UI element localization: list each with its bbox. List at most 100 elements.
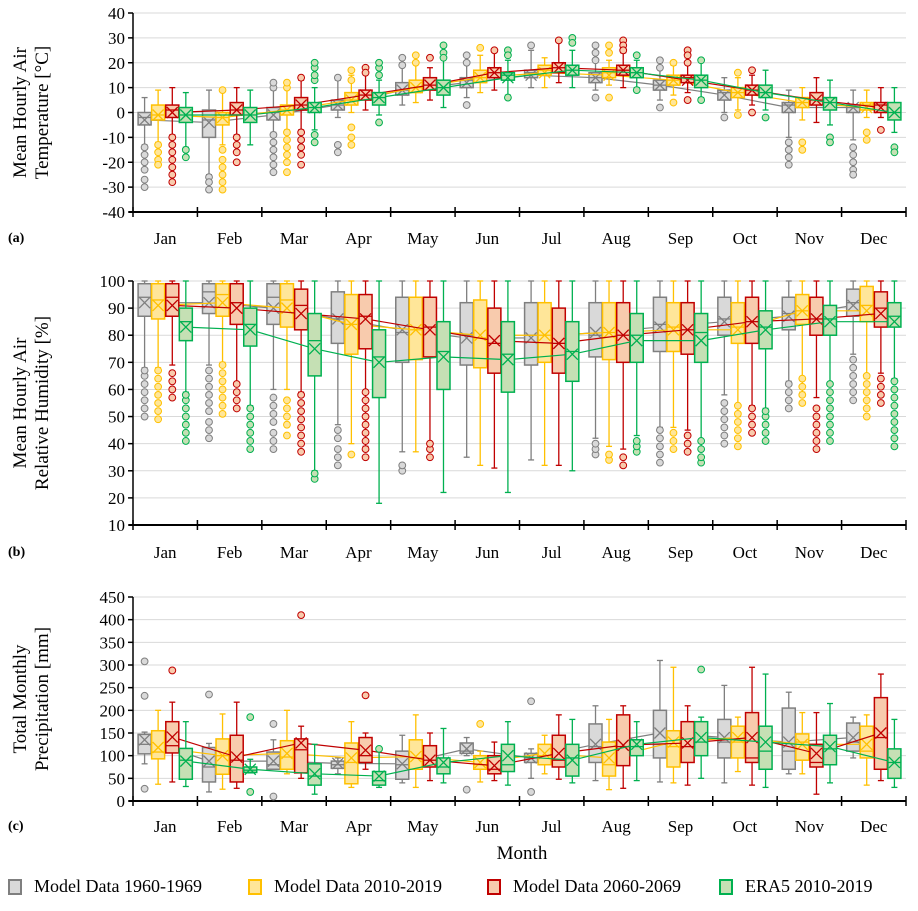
box	[487, 46, 502, 91]
box	[500, 46, 516, 102]
mean-marker	[552, 337, 565, 350]
box	[229, 701, 244, 789]
outlier-point	[656, 434, 664, 443]
outlier-point	[361, 68, 370, 77]
box	[293, 73, 309, 169]
y-tick-label: 30	[108, 29, 125, 48]
outlier-point	[784, 153, 793, 162]
mean-marker	[681, 323, 694, 336]
mean-marker	[460, 742, 473, 755]
mean-marker	[331, 312, 344, 325]
outlier-point	[283, 168, 291, 177]
outlier-point	[426, 53, 434, 62]
outlier-point	[733, 418, 742, 426]
outlier-point	[205, 390, 213, 399]
box-iqr	[822, 96, 838, 111]
outlier-point	[347, 76, 356, 85]
box	[293, 280, 309, 456]
outlier-point	[476, 43, 485, 52]
outlier-point	[697, 96, 706, 104]
mean-marker	[230, 104, 243, 116]
box	[873, 673, 889, 782]
outlier-point	[283, 135, 291, 144]
box	[178, 280, 194, 445]
box-iqr	[887, 748, 902, 780]
outlier-point	[748, 420, 756, 429]
legend-label-1960: Model Data 1960-1969	[34, 876, 202, 896]
mean-marker	[667, 323, 680, 336]
mean-marker	[488, 334, 501, 347]
outlier-point	[720, 423, 729, 432]
outlier-point	[297, 128, 306, 137]
outlier-point	[683, 96, 692, 104]
x-tick-label: Sep	[668, 543, 694, 562]
mean-marker	[501, 353, 514, 366]
box-iqr	[178, 307, 194, 342]
outlier-point	[333, 434, 342, 443]
mean-marker	[782, 101, 795, 114]
box-iqr	[887, 301, 902, 328]
outlier-point	[812, 412, 821, 421]
outlier-point	[462, 58, 471, 67]
mean-marker	[538, 329, 551, 342]
outlier-point	[269, 168, 278, 177]
outlier-point	[656, 426, 664, 435]
outlier-point	[748, 66, 756, 75]
outlier-point	[748, 412, 756, 421]
outlier-point	[205, 374, 213, 383]
outlier-point	[619, 461, 628, 470]
box	[565, 280, 580, 472]
box	[859, 89, 874, 144]
box	[371, 58, 387, 127]
outlier-point	[656, 450, 664, 459]
mean-marker	[244, 763, 257, 776]
mean-marker	[166, 731, 179, 744]
box	[717, 684, 732, 784]
outlier-point	[232, 388, 241, 397]
series-1	[150, 280, 874, 467]
box-iqr	[293, 738, 309, 774]
mean-marker	[746, 315, 759, 328]
box-iqr	[358, 293, 373, 350]
outlier-point	[140, 366, 149, 375]
outlier-point	[591, 56, 600, 65]
box-iqr	[693, 74, 709, 89]
outlier-point	[310, 71, 319, 80]
outlier-point	[181, 412, 190, 421]
outlier-point	[862, 412, 871, 421]
outlier-point	[733, 434, 742, 443]
outlier-point	[361, 388, 370, 397]
x-tick-label: Oct	[733, 817, 758, 836]
legend-swatch-1960	[8, 878, 22, 895]
box-iqr	[229, 734, 244, 783]
mean-marker	[437, 756, 450, 769]
mean-marker	[759, 86, 772, 99]
box	[229, 280, 244, 413]
outlier-point	[246, 713, 255, 722]
box	[307, 743, 322, 795]
outlier-point	[761, 113, 770, 122]
outlier-point	[669, 428, 678, 437]
box	[307, 280, 322, 483]
box	[565, 33, 580, 89]
box-iqr	[279, 739, 295, 771]
outlier-point	[168, 163, 177, 172]
mean-marker	[667, 736, 680, 749]
outlier-point	[733, 111, 742, 119]
legend-swatch-2060	[487, 878, 501, 895]
outlier-point	[375, 744, 383, 753]
outlier-point	[297, 423, 306, 432]
outlier-point	[733, 401, 742, 410]
outlier-point	[218, 86, 227, 95]
box	[165, 666, 180, 783]
box-iqr	[693, 312, 709, 364]
mean-marker	[166, 106, 179, 119]
box-iqr	[266, 106, 281, 121]
outlier-point	[849, 170, 858, 179]
outlier-point	[218, 185, 227, 194]
box	[781, 691, 797, 775]
series-3	[178, 665, 902, 796]
panel-b: 10 20 30 40 50 60 70 80 90 100 Jan Feb Mar Apr May Jun J…	[8, 272, 907, 562]
outlier-point	[269, 437, 278, 445]
y-axis-title-line: Mean Hourly Air	[10, 46, 31, 178]
